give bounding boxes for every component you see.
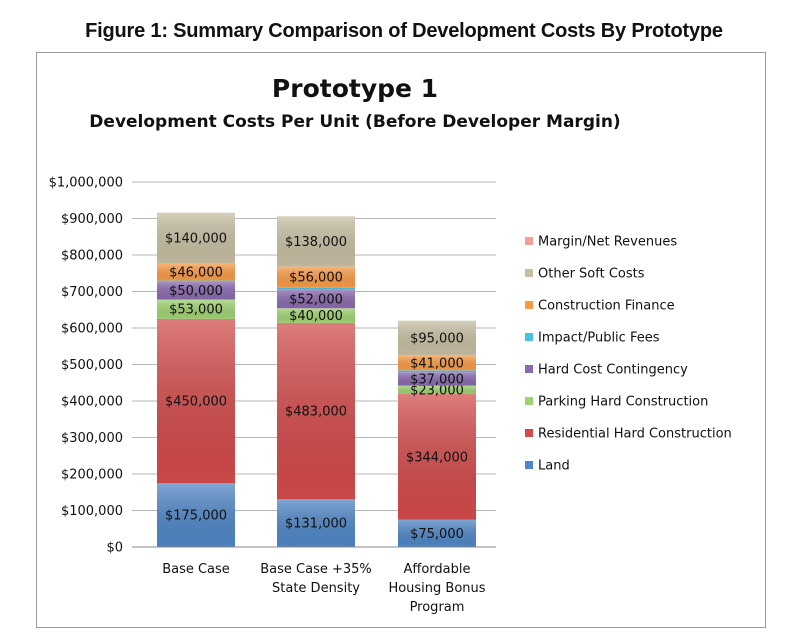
data-label: $344,000 [406, 450, 468, 465]
data-label: $140,000 [165, 232, 227, 247]
legend-swatch [525, 365, 533, 373]
y-tick-label: $300,000 [61, 431, 123, 446]
legend-item: Other Soft Costs [525, 267, 645, 282]
y-tick-label: $1,000,000 [49, 176, 123, 191]
y-tick-label: $800,000 [61, 249, 123, 264]
x-tick-label: State Density [272, 581, 360, 596]
data-label: $56,000 [289, 270, 343, 285]
chart-frame: Prototype 1 Development Costs Per Unit (… [36, 52, 766, 628]
legend-label: Parking Hard Construction [538, 395, 708, 410]
x-tick-label: Program [410, 600, 465, 615]
y-tick-label: $500,000 [61, 358, 123, 373]
data-label: $75,000 [410, 527, 464, 542]
bar-stack: $75,000 $344,000 $23,000$37,000$41,000 $95,… [398, 320, 476, 547]
bar-segment-shade [398, 370, 476, 373]
bar-segment-shade [277, 287, 355, 290]
bar-segment-shade [398, 355, 476, 371]
data-label: $37,000 [410, 372, 464, 387]
data-label: $131,000 [285, 517, 347, 532]
legend-swatch [525, 301, 533, 309]
chart-subtitle: Development Costs Per Unit (Before Devel… [89, 112, 620, 132]
bar-segment-shade [398, 372, 476, 386]
stacked-bar-chart: Prototype 1 Development Costs Per Unit (… [49, 74, 732, 615]
y-tick-label: $900,000 [61, 212, 123, 227]
bar-segment-shade [277, 289, 355, 309]
legend-label: Other Soft Costs [538, 267, 645, 282]
y-tick-label: $600,000 [61, 322, 123, 337]
data-label: $52,000 [289, 292, 343, 307]
figure-title: Figure 1: Summary Comparison of Developm… [85, 20, 723, 42]
data-label: $40,000 [289, 309, 343, 324]
bar-segment-shade [157, 280, 235, 282]
bars: $175,000 $450,000 $53,000 $50,000 $46,000 $14… [157, 212, 476, 547]
bar-segment-shade [398, 320, 476, 356]
bar-segment-shade [277, 322, 355, 500]
legend-item: Construction Finance [525, 299, 675, 314]
legend-swatch [525, 269, 533, 277]
legend-label: Impact/Public Fees [538, 331, 660, 346]
bar-segment-shade [398, 385, 476, 395]
y-tick-label: $700,000 [61, 285, 123, 300]
bar-segment-shade [157, 212, 235, 264]
bar-segment-shade [157, 483, 235, 547]
x-tick-label: Base Case +35% [260, 562, 372, 577]
bar-stack: $131,000 $483,000 $40,000 $52,000 $56,000 $13… [277, 216, 355, 547]
bar-segment-shade [277, 499, 355, 547]
bar-segment-shade [157, 263, 235, 281]
legend-item: Hard Cost Contingency [525, 363, 688, 378]
data-label: $41,000 [410, 356, 464, 371]
y-tick-label: $0 [106, 541, 123, 556]
legend-swatch [525, 397, 533, 405]
y-tick-label: $400,000 [61, 395, 123, 410]
bar-stack: $175,000 $450,000 $53,000 $50,000 $46,000 $14… [157, 212, 235, 547]
legend-swatch [525, 237, 533, 245]
data-label: $483,000 [285, 405, 347, 420]
legend-item: Residential Hard Construction [525, 427, 732, 442]
data-label: $138,000 [285, 235, 347, 250]
data-label: $95,000 [410, 332, 464, 347]
x-tick-label: Housing Bonus [388, 581, 485, 596]
bar-segment-shade [398, 519, 476, 547]
data-label: $50,000 [169, 284, 223, 299]
legend-label: Land [538, 459, 570, 474]
legend-label: Hard Cost Contingency [538, 363, 688, 378]
legend-swatch [525, 429, 533, 437]
x-tick-label: Affordable [404, 562, 471, 577]
legend-label: Construction Finance [538, 299, 675, 314]
bar-segment-shade [157, 318, 235, 484]
bar-segment-shade [398, 394, 476, 520]
legend-label: Margin/Net Revenues [538, 235, 677, 250]
bar-segment-shade [277, 266, 355, 288]
data-label: $175,000 [165, 509, 227, 524]
bar-segment-shade [277, 216, 355, 267]
bar-segment-shade [277, 308, 355, 323]
y-axis: $0 $100,000 $200,000 $300,000 $400,000 $500,0… [49, 176, 123, 556]
bar-segment-shade [157, 281, 235, 300]
y-tick-label: $200,000 [61, 468, 123, 483]
data-label: $450,000 [165, 395, 227, 410]
bar-segment-shade [157, 299, 235, 319]
legend-swatch [525, 461, 533, 469]
legend-label: Residential Hard Construction [538, 427, 732, 442]
y-tick-label: $100,000 [61, 504, 123, 519]
legend-swatch [525, 333, 533, 341]
x-tick-label: Base Case [162, 562, 230, 577]
legend-item: Impact/Public Fees [525, 331, 660, 346]
data-label: $53,000 [169, 303, 223, 318]
x-axis: Base Case Base Case +35% State Density Affo… [132, 546, 496, 615]
legend-item: Margin/Net Revenues [525, 235, 677, 250]
legend-item: Parking Hard Construction [525, 395, 708, 410]
chart-title: Prototype 1 [272, 74, 438, 103]
legend-item: Land [525, 459, 570, 474]
legend: Margin/Net Revenues Other Soft Costs Const… [525, 235, 732, 474]
data-label: $23,000 [410, 383, 464, 398]
data-label: $46,000 [169, 266, 223, 281]
